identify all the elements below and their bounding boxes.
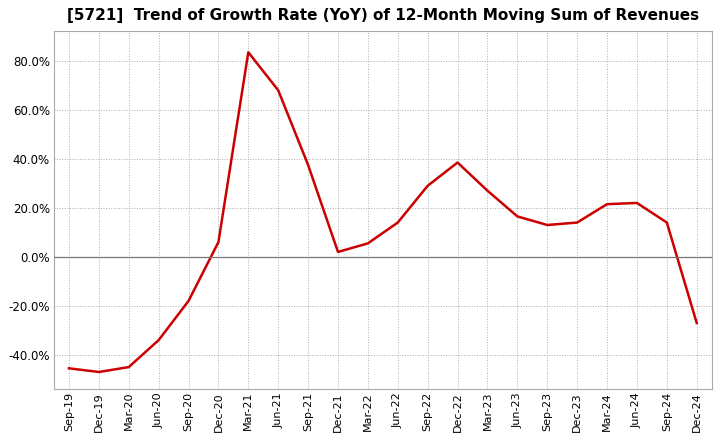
Title: [5721]  Trend of Growth Rate (YoY) of 12-Month Moving Sum of Revenues: [5721] Trend of Growth Rate (YoY) of 12-… <box>67 8 699 23</box>
